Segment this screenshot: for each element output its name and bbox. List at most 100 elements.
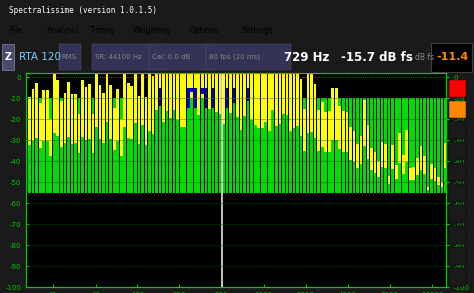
Bar (226, 98, 228, 193)
Bar (39, 103, 42, 148)
Bar (254, 57, 256, 125)
Bar (437, 98, 440, 193)
Bar (60, 98, 63, 193)
Bar (173, 28, 175, 110)
Bar (102, 93, 105, 143)
Bar (409, 98, 411, 193)
Bar (117, 88, 119, 141)
Bar (95, 98, 98, 193)
Bar (145, 97, 147, 145)
Bar (159, 98, 161, 193)
Text: SR: 44100 Hz: SR: 44100 Hz (95, 54, 142, 60)
Bar (149, 44, 217, 70)
Bar (236, 98, 239, 193)
Text: -15.7 dB fs: -15.7 dB fs (341, 51, 413, 64)
Bar (272, 27, 274, 110)
Bar (166, 29, 168, 111)
Bar (208, 26, 211, 109)
Bar (155, 28, 158, 110)
Bar (342, 98, 345, 193)
Bar (64, 98, 66, 193)
Bar (162, 98, 165, 193)
Bar (247, 10, 249, 101)
Bar (127, 83, 129, 138)
Bar (141, 98, 144, 193)
Bar (427, 98, 429, 193)
Bar (416, 98, 419, 193)
Bar (317, 110, 320, 151)
Bar (187, 98, 190, 193)
Bar (356, 144, 359, 168)
Bar (123, 98, 126, 193)
Bar (183, 98, 186, 193)
Bar (353, 131, 355, 162)
Bar (381, 98, 383, 193)
Bar (78, 114, 80, 154)
Bar (46, 90, 48, 142)
Bar (449, 122, 466, 139)
Bar (59, 44, 81, 70)
Bar (303, 98, 306, 193)
Bar (303, 110, 306, 151)
Bar (449, 247, 466, 265)
Bar (56, 98, 59, 193)
Bar (35, 83, 38, 138)
Bar (169, 43, 172, 118)
Bar (109, 85, 112, 139)
Bar (360, 136, 362, 164)
Bar (191, 98, 193, 193)
Bar (374, 98, 376, 193)
Bar (363, 100, 366, 146)
Bar (39, 98, 42, 193)
Bar (384, 144, 387, 168)
Bar (423, 156, 426, 174)
Bar (60, 100, 63, 147)
Bar (356, 98, 359, 193)
Bar (28, 98, 31, 193)
Bar (88, 84, 91, 139)
Bar (292, 64, 295, 128)
Bar (449, 142, 466, 160)
Bar (363, 98, 366, 193)
Bar (152, 98, 155, 193)
Bar (268, 69, 271, 131)
Bar (427, 187, 429, 190)
Bar (296, 60, 299, 127)
Bar (208, 98, 211, 193)
Bar (331, 98, 334, 193)
Bar (240, 98, 242, 193)
Text: Weighting: Weighting (133, 26, 172, 35)
Text: 729 Hz: 729 Hz (284, 51, 330, 64)
Bar (67, 98, 70, 193)
Bar (233, 13, 236, 103)
Bar (49, 98, 52, 193)
Bar (198, 36, 200, 115)
Bar (335, 88, 337, 140)
Bar (279, 55, 281, 124)
Bar (134, 98, 137, 193)
Bar (155, 98, 158, 193)
Bar (286, 38, 288, 115)
Bar (109, 98, 112, 193)
Bar (32, 89, 35, 141)
Bar (275, 98, 278, 193)
Bar (183, 62, 186, 127)
Bar (300, 98, 302, 193)
Bar (289, 69, 292, 131)
Bar (392, 98, 394, 193)
Bar (444, 98, 447, 193)
Bar (398, 98, 401, 193)
Bar (292, 98, 295, 193)
Bar (250, 46, 253, 120)
Bar (409, 168, 411, 180)
Bar (328, 98, 330, 193)
Bar (106, 52, 109, 122)
Bar (74, 98, 77, 193)
Bar (360, 98, 362, 193)
Bar (449, 100, 466, 118)
Bar (81, 80, 84, 137)
Bar (53, 98, 55, 193)
Bar (53, 73, 55, 133)
Bar (211, 24, 214, 108)
Bar (187, 23, 190, 108)
